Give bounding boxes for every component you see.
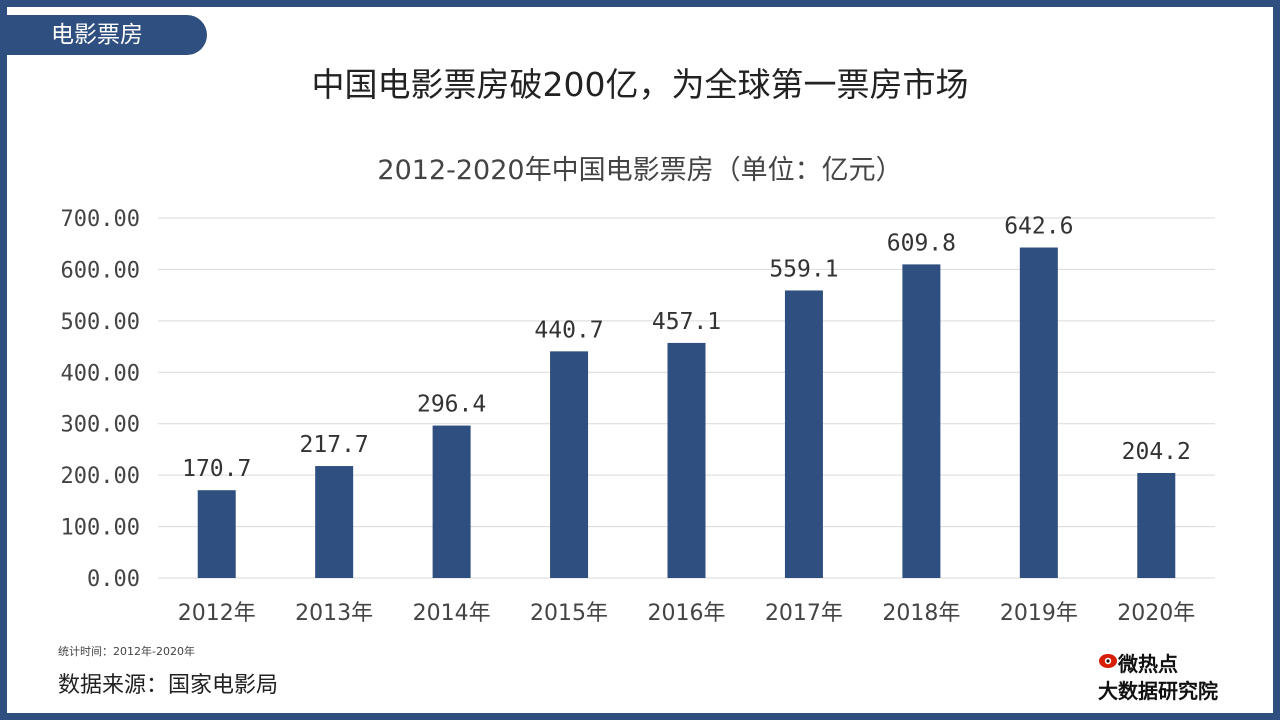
data-label: 217.7 (300, 432, 369, 458)
chart-title: 2012-2020年中国电影票房（单位：亿元） (377, 155, 903, 186)
y-tick-label: 600.00 (61, 258, 140, 283)
x-tick-label: 2018年 (882, 601, 960, 626)
data-label: 457.1 (652, 309, 721, 335)
bar (1137, 472, 1176, 578)
y-tick-label: 0.00 (87, 567, 140, 592)
logo-line1: 微热点 (1118, 652, 1178, 676)
bar (432, 425, 471, 578)
data-label: 296.4 (417, 392, 486, 418)
brand-logo: 微热点 大数据研究院 (1098, 648, 1248, 704)
y-tick-label: 100.00 (61, 516, 140, 541)
x-tick-label: 2020年 (1117, 601, 1195, 626)
y-tick-label: 500.00 (61, 310, 140, 335)
bar (902, 264, 941, 578)
y-tick-label: 700.00 (61, 207, 140, 232)
data-label: 170.7 (182, 456, 251, 482)
data-source: 数据来源：国家电影局 (58, 673, 279, 698)
bar (784, 290, 823, 578)
data-label: 609.8 (887, 230, 956, 256)
x-tick-label: 2013年 (295, 601, 373, 626)
bar (315, 466, 354, 578)
eye-logo-icon (1099, 654, 1117, 668)
data-label: 559.1 (769, 256, 838, 282)
x-tick-label: 2014年 (413, 601, 491, 626)
x-tick-label: 2016年 (648, 601, 726, 626)
data-label: 440.7 (534, 317, 603, 343)
bar (667, 342, 706, 578)
x-tick-label: 2019年 (1000, 601, 1078, 626)
x-tick-label: 2015年 (530, 601, 608, 626)
section-tag: 电影票房 (7, 15, 207, 55)
x-tick-label: 2017年 (765, 601, 843, 626)
data-label: 204.2 (1122, 439, 1191, 465)
y-tick-label: 300.00 (61, 413, 140, 438)
data-label: 642.6 (1004, 214, 1073, 240)
bar (1019, 247, 1058, 578)
logo-line2: 大数据研究院 (1098, 679, 1218, 703)
page-headline: 中国电影票房破200亿，为全球第一票房市场 (311, 65, 969, 104)
x-tick-label: 2012年 (178, 601, 256, 626)
bar (197, 490, 236, 578)
bar (550, 351, 589, 578)
statistics-period-note: 统计时间：2012年-2020年 (58, 645, 195, 658)
y-tick-label: 400.00 (61, 361, 140, 386)
y-tick-label: 200.00 (61, 464, 140, 489)
